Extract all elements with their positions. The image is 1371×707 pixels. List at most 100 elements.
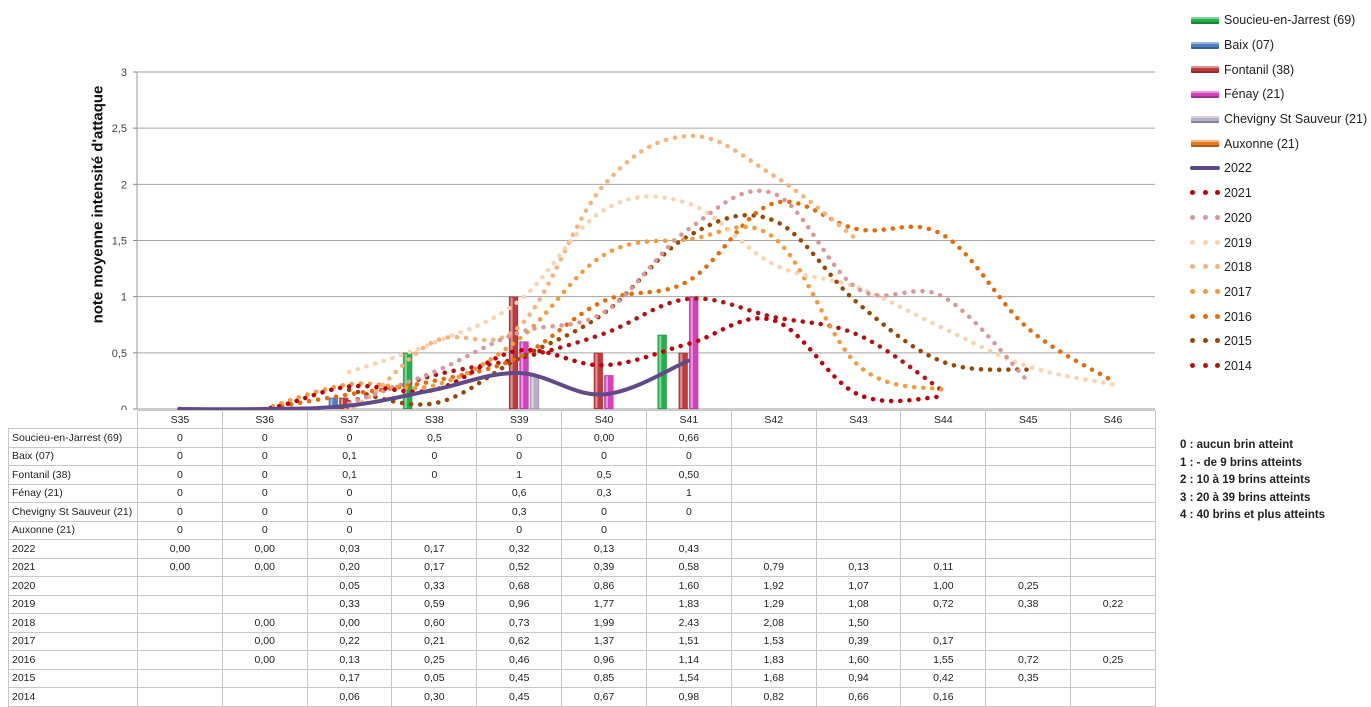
table-cell — [1070, 668, 1156, 688]
table-cell: 0,3 — [476, 502, 563, 522]
table-cell: 0 — [137, 502, 223, 522]
table-cell: 0 — [137, 446, 223, 466]
table-cell: 0 — [221, 483, 308, 503]
table-cell: 0 — [306, 520, 393, 540]
table-cell: 0,13 — [561, 539, 647, 559]
table-cell: 0,32 — [476, 539, 563, 559]
table-cell: 0,86 — [561, 576, 647, 596]
table-cell: 0,00 — [561, 428, 647, 448]
table-cell: 1,83 — [645, 594, 732, 614]
legend-label: 2015 — [1224, 334, 1252, 349]
table-cell — [730, 502, 817, 522]
line-2019 — [346, 194, 1115, 387]
legend-label: Chevigny St Sauveur (21) — [1224, 112, 1368, 127]
bar-highlight — [404, 353, 407, 408]
legend-label: Auxonne (21) — [1224, 136, 1300, 151]
table-cell: 0 — [645, 502, 732, 522]
legend-item-chevigny-st-sauveur-21-: Chevigny St Sauveur (21) — [1190, 107, 1371, 132]
table-cell: 0,5 — [561, 465, 647, 485]
legend-label: 2021 — [1224, 186, 1252, 201]
table-cell: 0 — [561, 520, 647, 540]
y-tick-label: 0 — [121, 404, 127, 410]
table-cell: 1 — [476, 465, 563, 485]
legend-item-2020: 2020 — [1190, 206, 1371, 231]
table-cell — [900, 613, 987, 633]
table-cell — [900, 539, 987, 559]
table-row: Chevigny St Sauveur (21) 0 0 0 0,3 0 0 — [8, 502, 1156, 522]
legend-item-2014: 2014 — [1190, 354, 1371, 379]
table-cell: 0 — [221, 520, 308, 540]
table-cell: 0,35 — [985, 668, 1072, 688]
table-cell: 0,96 — [561, 650, 647, 670]
table-cell: 0,13 — [306, 650, 393, 670]
legend-label: Fontanil (38) — [1224, 62, 1295, 77]
line-2016 — [262, 199, 1115, 410]
table-cell — [985, 687, 1072, 707]
table-cell — [137, 594, 223, 614]
table-cell: 0 — [391, 465, 478, 485]
table-cell — [1070, 465, 1156, 485]
legend-swatch — [1190, 211, 1220, 225]
table-corner — [9, 411, 138, 429]
table-cell: 0,1 — [306, 446, 393, 466]
table-cell — [1070, 446, 1156, 466]
table-cell: 1,53 — [730, 631, 817, 651]
table-cell: 0 — [221, 446, 308, 466]
table-cell: 0,42 — [900, 668, 987, 688]
legend-swatch — [1190, 87, 1220, 101]
table-cell: 0 — [221, 465, 308, 485]
table-header-row: S35 S36 S37 S38 S39 S40 S41 S42 S43 S44 S45 S46 — [9, 410, 1156, 429]
bar-chevigny-st-sauveur-21- — [529, 374, 540, 410]
table-cell: 0,33 — [306, 594, 393, 614]
table-cell: 0,39 — [561, 557, 647, 577]
legend-label: 2020 — [1224, 210, 1252, 225]
table-cell: 0,20 — [306, 557, 393, 577]
table-cell — [900, 502, 987, 522]
legend-swatch — [1190, 63, 1220, 77]
row-label: 2015 — [8, 668, 138, 688]
table-cell — [1070, 557, 1156, 577]
category-label: S39 — [476, 410, 563, 429]
table-cell: 1,60 — [815, 650, 902, 670]
line-2020 — [346, 188, 1030, 406]
legend-item-2015: 2015 — [1190, 329, 1371, 354]
legend-swatch — [1190, 161, 1220, 175]
table-cell: 0,82 — [730, 687, 817, 707]
table-cell — [900, 465, 987, 485]
table-cell — [985, 428, 1072, 448]
table-cell — [985, 465, 1072, 485]
table-cell — [815, 539, 902, 559]
category-label: S42 — [730, 410, 817, 429]
table-cell: 0,50 — [645, 465, 732, 485]
table-cell — [137, 650, 223, 670]
table-cell: 0,00 — [221, 650, 308, 670]
y-tick-label: 1 — [121, 292, 127, 304]
table-cell: 0 — [561, 446, 647, 466]
table-cell — [985, 502, 1072, 522]
table-cell: 1,99 — [561, 613, 647, 633]
legend-item-2018: 2018 — [1190, 255, 1371, 280]
table-cell: 0,66 — [815, 687, 902, 707]
table-cell: 0,22 — [1070, 594, 1156, 614]
table-cell: 0,00 — [221, 539, 308, 559]
bar-fontanil-38- — [678, 352, 688, 410]
table-cell: 0,03 — [306, 539, 393, 559]
category-label: S44 — [900, 410, 987, 429]
table-cell — [221, 594, 308, 614]
row-label: Auxonne (21) — [8, 520, 138, 540]
row-label: Fénay (21) — [8, 483, 138, 503]
legend-label: Baix (07) — [1224, 38, 1275, 53]
table-cell: 0 — [137, 428, 223, 448]
table-cell: 0,79 — [730, 557, 817, 577]
table-cell: 0,6 — [476, 483, 563, 503]
key-line: 0 : aucun brin atteint — [1180, 439, 1294, 451]
table-cell — [985, 483, 1072, 503]
y-tick-label: 3 — [121, 67, 127, 79]
table-cell: 1,37 — [561, 631, 647, 651]
legend: Soucieu-en-Jarrest (69) Baix (07) Fontanil… — [1190, 8, 1371, 378]
row-label: 2020 — [8, 576, 138, 596]
legend-swatch — [1190, 236, 1220, 250]
table-cell — [1070, 520, 1156, 540]
table-cell: 0 — [137, 465, 223, 485]
table-cell: 0,72 — [900, 594, 987, 614]
